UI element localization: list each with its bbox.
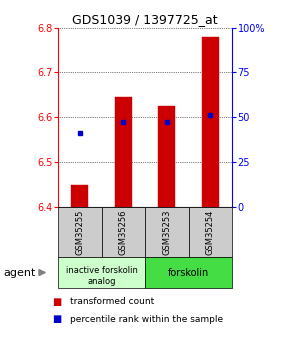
Text: analog: analog [87, 277, 116, 286]
Text: GSM35254: GSM35254 [206, 209, 215, 255]
Bar [102, 207, 145, 257]
Text: GSM35255: GSM35255 [75, 209, 84, 255]
Text: GSM35256: GSM35256 [119, 209, 128, 255]
Bar [145, 207, 188, 257]
Text: agent: agent [3, 268, 35, 277]
Bar [58, 207, 102, 257]
Title: GDS1039 / 1397725_at: GDS1039 / 1397725_at [72, 13, 218, 27]
Text: GSM35253: GSM35253 [162, 209, 171, 255]
Text: forskolin: forskolin [168, 268, 209, 277]
Bar [145, 257, 232, 288]
Bar [71, 185, 88, 207]
Text: percentile rank within the sample: percentile rank within the sample [70, 315, 223, 324]
Text: ■: ■ [52, 314, 61, 324]
Text: inactive forskolin: inactive forskolin [66, 266, 137, 276]
Text: transformed count: transformed count [70, 297, 154, 306]
Bar [58, 257, 145, 288]
Bar [158, 106, 175, 207]
Bar [188, 207, 232, 257]
Text: ■: ■ [52, 297, 61, 307]
Bar [202, 37, 219, 207]
Bar [115, 97, 132, 207]
